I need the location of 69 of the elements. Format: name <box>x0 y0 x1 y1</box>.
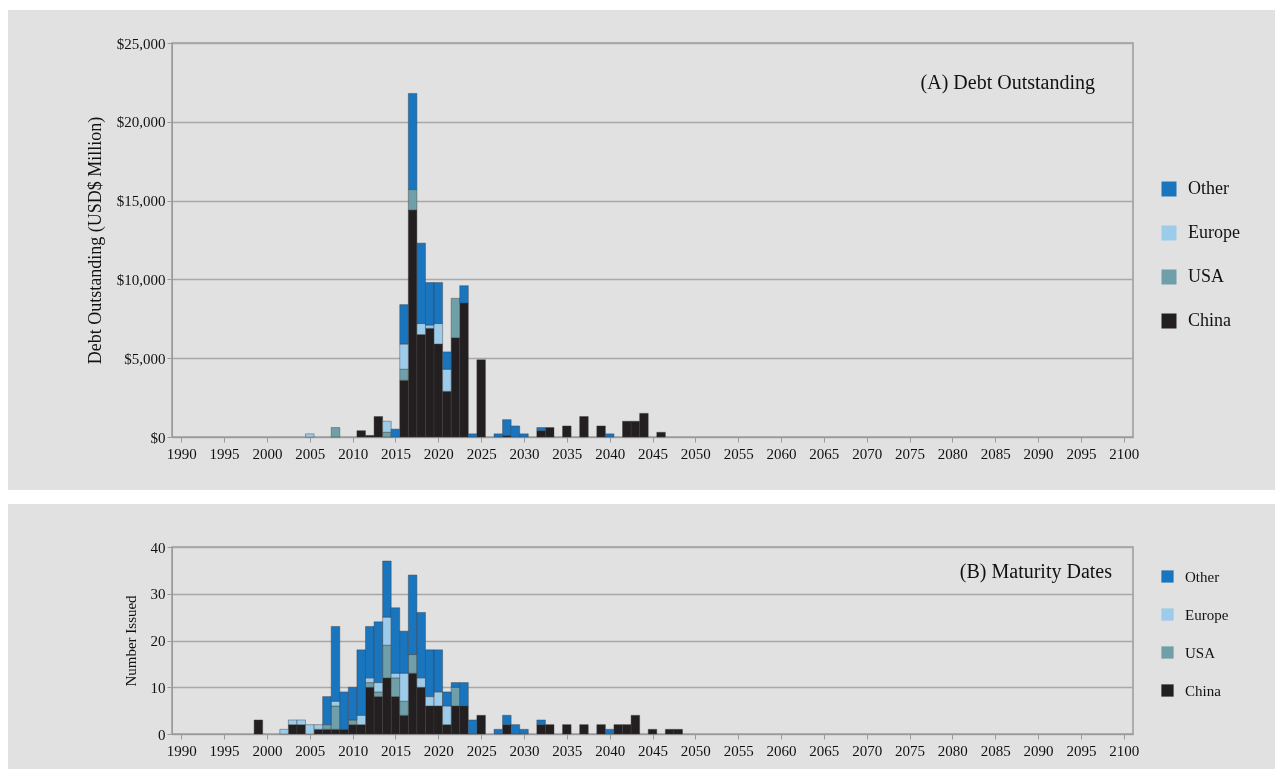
x-tick-label: 2075 <box>895 742 926 759</box>
x-tick-label: 2090 <box>1023 742 1054 759</box>
x-tick-label: 1995 <box>209 742 240 759</box>
x-tick-label: 2020 <box>423 445 454 462</box>
x-tick-label: 2005 <box>295 445 326 462</box>
y-tick-label: 40 <box>150 539 166 556</box>
x-tick-label: 2050 <box>680 742 711 759</box>
x-tick-label: 2025 <box>466 445 497 462</box>
x-tick-label: 2070 <box>852 742 883 759</box>
legend-label: USA <box>1188 266 1225 286</box>
x-tick-label: 2000 <box>252 742 283 759</box>
x-tick-label: 2095 <box>1066 742 1097 759</box>
x-tick-label: 1990 <box>166 445 197 462</box>
y-tick-label: 0 <box>158 726 166 743</box>
x-tick-label: 2060 <box>766 445 797 462</box>
text: (B) Maturity Dates <box>959 560 1113 583</box>
legend-label: Europe <box>1188 222 1240 242</box>
x-tick-label: 2015 <box>380 445 411 462</box>
y-tick-label: $0 <box>150 429 166 446</box>
y-axis-title: Debt Outstanding (USD$ Million) <box>84 116 106 365</box>
x-tick-label: 2085 <box>980 742 1011 759</box>
x-tick-label: 2040 <box>595 742 626 759</box>
x-tick-label: 2060 <box>766 742 797 759</box>
y-tick-label: $20,000 <box>116 114 166 131</box>
y-tick-label: $25,000 <box>116 35 166 52</box>
legend-label: Other <box>1188 178 1229 198</box>
y-tick-label: 20 <box>150 633 166 649</box>
x-tick-label: 2100 <box>1109 445 1140 462</box>
legend-label: China <box>1188 310 1232 330</box>
x-tick-label: 2045 <box>638 445 668 462</box>
x-tick-label: 2040 <box>595 445 626 462</box>
x-tick-label: 2080 <box>937 742 968 759</box>
x-tick-label: 2100 <box>1109 742 1140 759</box>
x-tick-label: 2085 <box>980 445 1011 462</box>
x-tick-label: 1990 <box>166 742 197 759</box>
x-tick-label: 2030 <box>509 445 540 462</box>
x-tick-label: 2020 <box>423 742 454 759</box>
y-tick-label: $15,000 <box>116 193 166 210</box>
x-tick-label: 2030 <box>509 742 540 759</box>
legend-label: USA <box>1185 644 1216 661</box>
x-tick-label: 2075 <box>895 445 926 462</box>
x-tick-label: 2045 <box>638 742 668 759</box>
x-tick-label: 2055 <box>723 742 754 759</box>
legend-label: Europe <box>1185 606 1229 623</box>
y-tick-label: $10,000 <box>116 271 166 288</box>
x-tick-label: 2080 <box>937 445 968 462</box>
x-tick-label: 2000 <box>252 445 283 462</box>
y-tick-label: 30 <box>150 586 166 603</box>
x-tick-label: 2050 <box>680 445 711 462</box>
legend-label: Other <box>1185 568 1220 585</box>
y-tick-label: 10 <box>150 679 166 696</box>
x-tick-label: 2025 <box>466 742 497 759</box>
x-tick-label: 2095 <box>1066 445 1097 462</box>
x-tick-label: 2010 <box>338 445 369 462</box>
x-tick-label: 1995 <box>209 445 240 462</box>
x-tick-label: 2070 <box>852 445 883 462</box>
x-tick-label: 2055 <box>723 445 754 462</box>
x-tick-label: 2035 <box>552 742 583 759</box>
x-tick-label: 2065 <box>809 742 840 759</box>
x-tick-label: 2005 <box>295 742 326 759</box>
legend-label: China <box>1185 682 1222 699</box>
x-tick-label: 2035 <box>552 445 583 462</box>
x-tick-label: 2015 <box>380 742 411 759</box>
x-tick-label: 2065 <box>809 445 840 462</box>
y-tick-label: $5,000 <box>124 350 166 367</box>
text: (A) Debt Outstanding <box>920 71 1095 94</box>
x-tick-label: 2090 <box>1023 445 1054 462</box>
x-tick-label: 2010 <box>338 742 369 759</box>
y-axis-title: Number Issued <box>122 594 139 687</box>
